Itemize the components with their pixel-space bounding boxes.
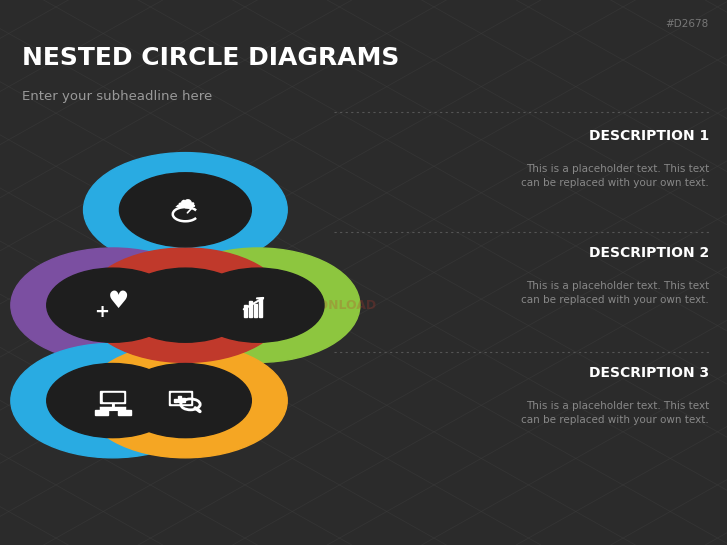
Text: This is a placeholder text. This text
can be replaced with your own text.: This is a placeholder text. This text ca… [521,401,709,426]
Bar [169,391,192,404]
Ellipse shape [11,248,214,362]
Text: +: + [95,303,109,322]
Ellipse shape [156,248,360,362]
Bar [103,393,123,401]
Text: #D2678: #D2678 [666,19,709,29]
Bar [178,397,181,402]
Text: DESCRIPTION 2: DESCRIPTION 2 [589,246,709,261]
Ellipse shape [192,268,324,342]
Ellipse shape [119,173,252,247]
Ellipse shape [84,248,287,362]
Bar [95,410,108,415]
Text: NESTED CIRCLE DIAGRAMS: NESTED CIRCLE DIAGRAMS [22,46,399,70]
Bar [259,298,262,317]
Bar [174,399,177,402]
Text: DESCRIPTION 1: DESCRIPTION 1 [589,129,709,143]
Text: This is a placeholder text. This text
can be replaced with your own text.: This is a placeholder text. This text ca… [521,164,709,189]
Text: This is a placeholder text. This text
can be replaced with your own text.: This is a placeholder text. This text ca… [521,281,709,306]
Bar [118,410,131,415]
Text: PRESENTATIONLOAD: PRESENTATIONLOAD [234,299,377,312]
Bar [171,392,190,403]
Text: ☁: ☁ [174,191,196,210]
Bar [244,305,247,317]
Ellipse shape [84,343,287,458]
Text: ♥: ♥ [108,289,129,313]
Ellipse shape [47,364,179,438]
Ellipse shape [84,153,287,267]
Bar [249,301,252,317]
Text: DESCRIPTION 3: DESCRIPTION 3 [589,366,709,380]
Bar [182,398,185,402]
Ellipse shape [119,268,252,342]
Ellipse shape [119,364,252,438]
Text: Enter your subheadline here: Enter your subheadline here [22,90,212,103]
Ellipse shape [47,268,179,342]
Bar [100,391,125,403]
Ellipse shape [11,343,214,458]
Bar [254,304,257,317]
